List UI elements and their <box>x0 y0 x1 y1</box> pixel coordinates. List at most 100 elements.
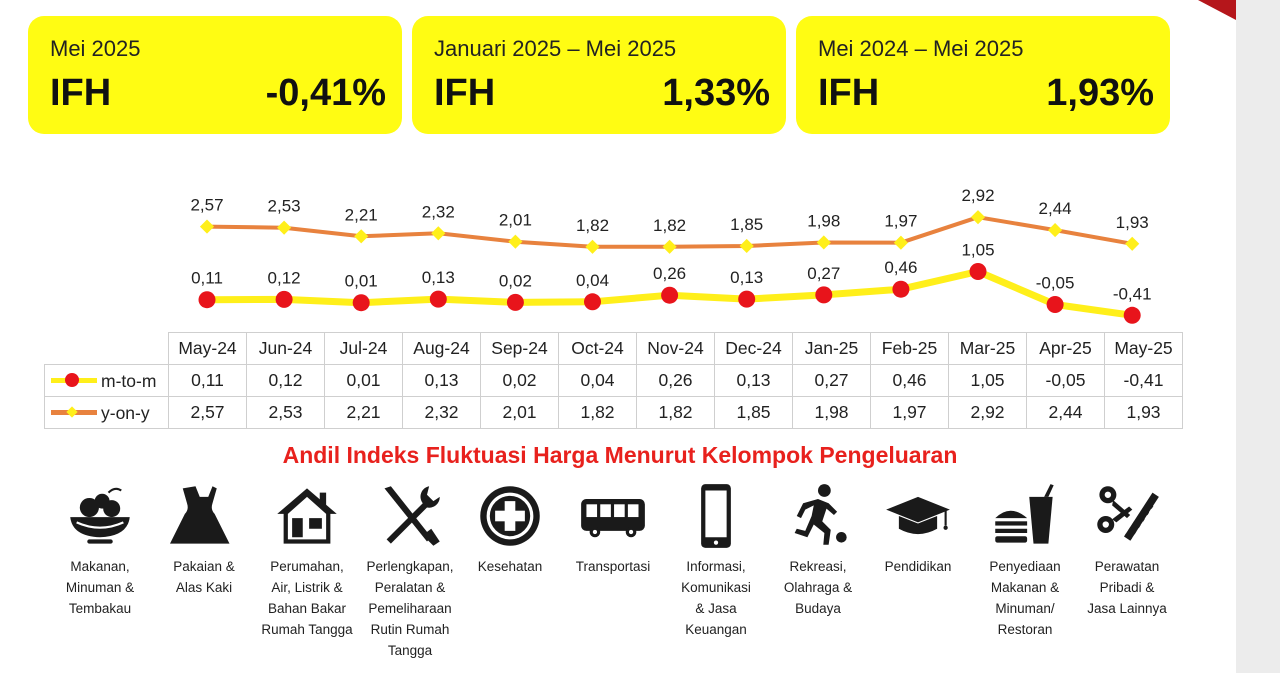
category-label-line: Restoran <box>997 622 1053 637</box>
data-point-mtom <box>892 280 910 298</box>
data-label-mtom: -0,41 <box>1113 284 1152 303</box>
house-icon <box>272 482 342 550</box>
data-label-yony: 2,92 <box>961 186 994 205</box>
data-point-yony <box>354 229 369 244</box>
table-corner-cell <box>44 332 169 365</box>
category-label-line: Tembakau <box>68 601 132 616</box>
table-cell: 1,97 <box>870 396 949 429</box>
category-label-line: Minuman & <box>65 580 135 595</box>
scissors-comb-icon <box>1092 482 1162 550</box>
card-value: -0,41% <box>265 72 386 114</box>
category-label-line: Makanan & <box>990 580 1060 595</box>
category-food-service: Penyediaan Makanan & Minuman/Restoran <box>969 482 1081 640</box>
category-label-line: Bahan Bakar <box>267 601 347 616</box>
table-cell: 2,44 <box>1026 396 1105 429</box>
medical-cross-icon <box>475 482 545 550</box>
runner-icon <box>783 482 853 550</box>
data-point-mtom <box>1046 296 1064 313</box>
category-label-line: Pendidikan <box>884 559 952 574</box>
month-header: May-24 <box>168 332 247 365</box>
data-point-mtom <box>275 290 293 308</box>
category-label-line: Tangga <box>387 643 433 658</box>
data-label-yony: 2,21 <box>345 205 378 224</box>
category-label-line: Informasi, <box>686 559 746 574</box>
category-label-line: Budaya <box>795 601 841 616</box>
table-cell: 0,26 <box>636 364 715 397</box>
category-label-line: Perawatan <box>1094 559 1160 574</box>
data-label-mtom: 0,04 <box>576 271 609 290</box>
data-label-mtom: 0,13 <box>730 268 763 287</box>
data-point-mtom <box>506 293 524 311</box>
category-label-line: Komunikasi <box>681 580 751 595</box>
ifh-card-ytd: Januari 2025 – Mei 2025 IFH 1,33% <box>412 16 786 134</box>
data-point-mtom <box>661 286 679 304</box>
month-header: Jun-24 <box>246 332 325 365</box>
table-cell: 0,11 <box>168 364 247 397</box>
category-label-line: Peralatan & <box>374 580 446 595</box>
month-header: Feb-25 <box>870 332 949 365</box>
card-period: Mei 2024 – Mei 2025 <box>818 36 1024 61</box>
table-cell: 0,01 <box>324 364 403 397</box>
category-label-line: Transportasi <box>575 559 651 574</box>
month-header: Sep-24 <box>480 332 559 365</box>
data-point-yony <box>199 219 215 234</box>
data-label-mtom: 0,01 <box>345 272 378 291</box>
month-header: Oct-24 <box>558 332 637 365</box>
category-label-line: Minuman/ <box>995 601 1055 616</box>
table-cell: 2,53 <box>246 396 325 429</box>
category-transportation: Transportasi <box>557 482 669 577</box>
category-education: Pendidikan <box>862 482 974 577</box>
table-cell: -0,05 <box>1026 364 1105 397</box>
data-point-yony <box>970 210 986 225</box>
ifh-card-monthly: Mei 2025 IFH -0,41% <box>28 16 402 134</box>
category-health: Kesehatan <box>454 482 566 577</box>
category-label-line: Alas Kaki <box>175 580 233 595</box>
table-cell: 2,57 <box>168 396 247 429</box>
data-label-mtom: -0,05 <box>1036 274 1075 293</box>
data-point-mtom <box>738 290 756 308</box>
table-cell: 1,05 <box>948 364 1027 397</box>
tools-icon <box>375 482 445 550</box>
data-label-yony: 1,85 <box>730 215 763 234</box>
category-label-line: Rumah Tangga <box>261 622 353 637</box>
category-recreation: Rekreasi, Olahraga & Budaya <box>762 482 874 619</box>
category-information: Informasi, Komunikasi & Jasa Keuangan <box>660 482 772 640</box>
table-cell: 0,12 <box>246 364 325 397</box>
fruit-bowl-icon <box>65 482 135 550</box>
category-label-line: Jasa Lainnya <box>1087 601 1167 616</box>
table-cell: 1,82 <box>636 396 715 429</box>
table-row-mtom: m-to-m 0,11 0,12 0,01 0,13 0,02 0,04 0,2… <box>44 364 1183 397</box>
category-label-line: Olahraga & <box>783 580 853 595</box>
table-cell: 2,01 <box>480 396 559 429</box>
category-household-equipment: Perlengkapan, Peralatan & Pemeliharaan Ruti… <box>354 482 466 661</box>
data-point-mtom <box>969 263 987 280</box>
category-label-line: Pakaian & <box>173 559 235 574</box>
data-label-mtom: 0,46 <box>884 258 917 277</box>
right-border-strip <box>1236 0 1280 673</box>
data-label-yony: 2,53 <box>268 197 301 216</box>
legend-marker <box>65 373 79 387</box>
card-value: 1,33% <box>662 72 770 114</box>
category-label-line: Rekreasi, <box>789 559 847 574</box>
table-cell: 0,13 <box>402 364 481 397</box>
table-cell: 0,02 <box>480 364 559 397</box>
data-label-mtom: 0,13 <box>422 268 455 287</box>
table-cell: 1,93 <box>1104 396 1183 429</box>
data-point-mtom <box>584 293 601 311</box>
card-period: Januari 2025 – Mei 2025 <box>434 36 677 61</box>
category-label-line: Keuangan <box>685 622 747 637</box>
category-label-line: Perumahan, <box>270 559 344 574</box>
bus-icon <box>578 482 648 550</box>
table-cell: 0,04 <box>558 364 637 397</box>
data-label-yony: 1,82 <box>653 216 686 235</box>
month-header: Jan-25 <box>792 332 871 365</box>
data-point-yony <box>739 238 754 254</box>
corner-decoration <box>1198 0 1236 20</box>
data-label-yony: 2,32 <box>422 202 455 221</box>
category-label-line: Pribadi & <box>1099 580 1155 595</box>
data-label-mtom: 0,02 <box>499 271 532 290</box>
data-point-yony <box>1125 236 1140 251</box>
card-period: Mei 2025 <box>50 36 141 61</box>
data-point-yony <box>816 235 831 250</box>
chart-data-table: May-24 Jun-24 Jul-24 Aug-24 Sep-24 Oct-2… <box>44 332 1183 429</box>
